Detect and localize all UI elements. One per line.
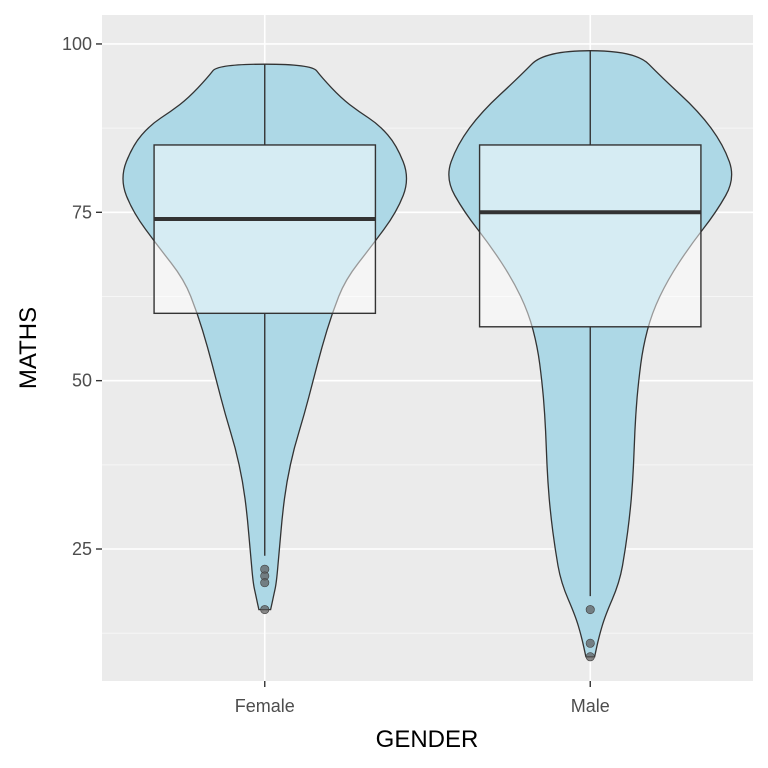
group-male — [448, 50, 733, 662]
y-axis-title: MATHS — [15, 307, 42, 389]
x-axis-title: GENDER — [376, 726, 479, 753]
outlier-point — [260, 578, 270, 588]
y-tick-label: 50 — [72, 371, 92, 391]
y-tick-label: 100 — [62, 34, 92, 54]
outlier-point — [585, 638, 595, 648]
y-tick-label: 75 — [72, 202, 92, 222]
x-tick-label: Female — [235, 696, 295, 716]
y-axis: 25 50 75 100 — [62, 34, 102, 559]
x-axis: Female Male — [235, 681, 610, 716]
y-tick-label: 25 — [72, 539, 92, 559]
box-male — [478, 144, 702, 328]
outlier-point — [585, 605, 595, 615]
outlier-point — [260, 605, 270, 615]
group-female — [122, 63, 408, 615]
chart-marks — [122, 50, 733, 662]
outlier-point — [585, 652, 595, 662]
x-tick-label: Male — [571, 696, 610, 716]
box-female — [153, 144, 377, 315]
